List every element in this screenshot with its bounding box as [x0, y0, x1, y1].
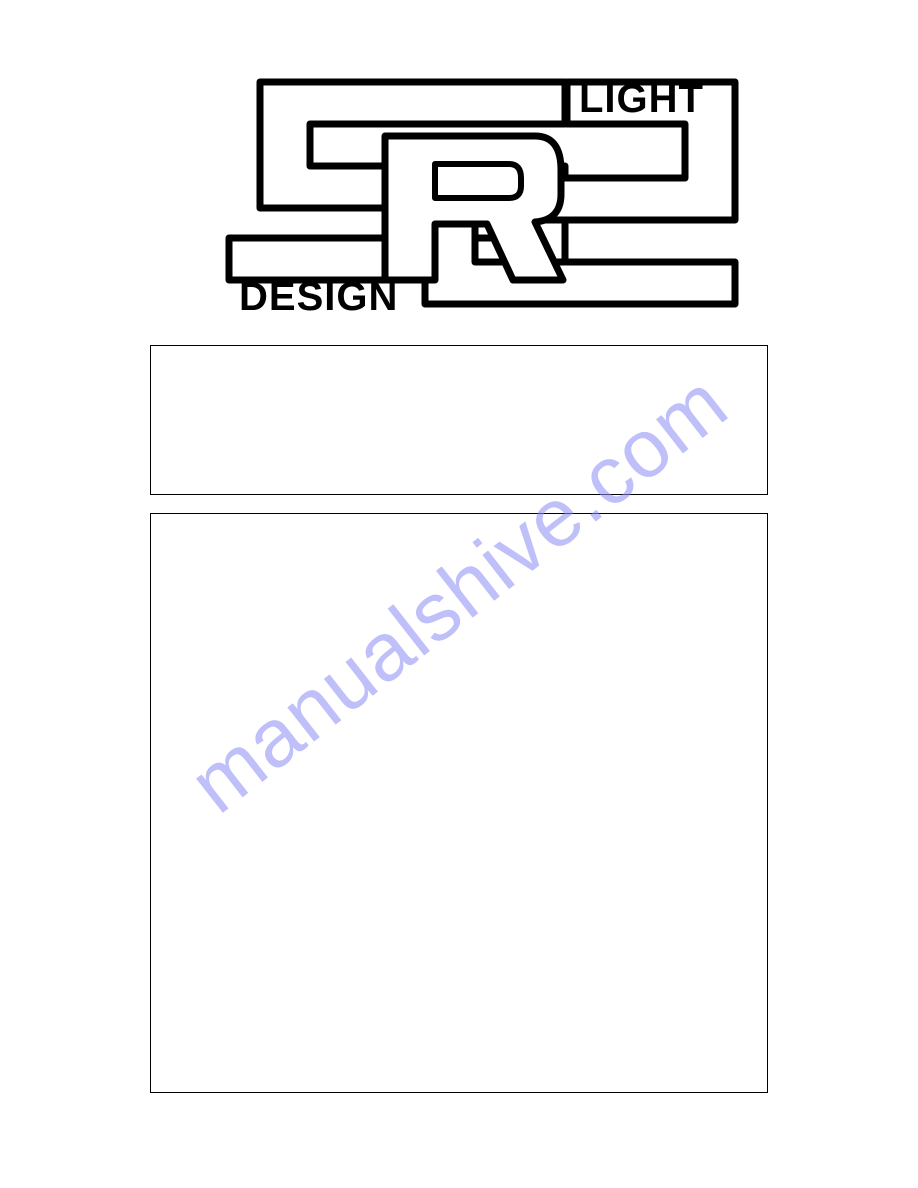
srs-light-design-logo: LIGHT DESIGN	[165, 74, 753, 322]
logo-r-hole	[435, 164, 521, 198]
logo-word-design: DESIGN	[239, 275, 398, 319]
content-box	[150, 513, 768, 1093]
logo-word-light: LIGHT	[579, 77, 704, 121]
title-box	[150, 345, 768, 495]
srs-logo-svg: LIGHT DESIGN	[165, 74, 753, 322]
document-page: LIGHT DESIGN manualshive.com	[0, 0, 918, 1188]
